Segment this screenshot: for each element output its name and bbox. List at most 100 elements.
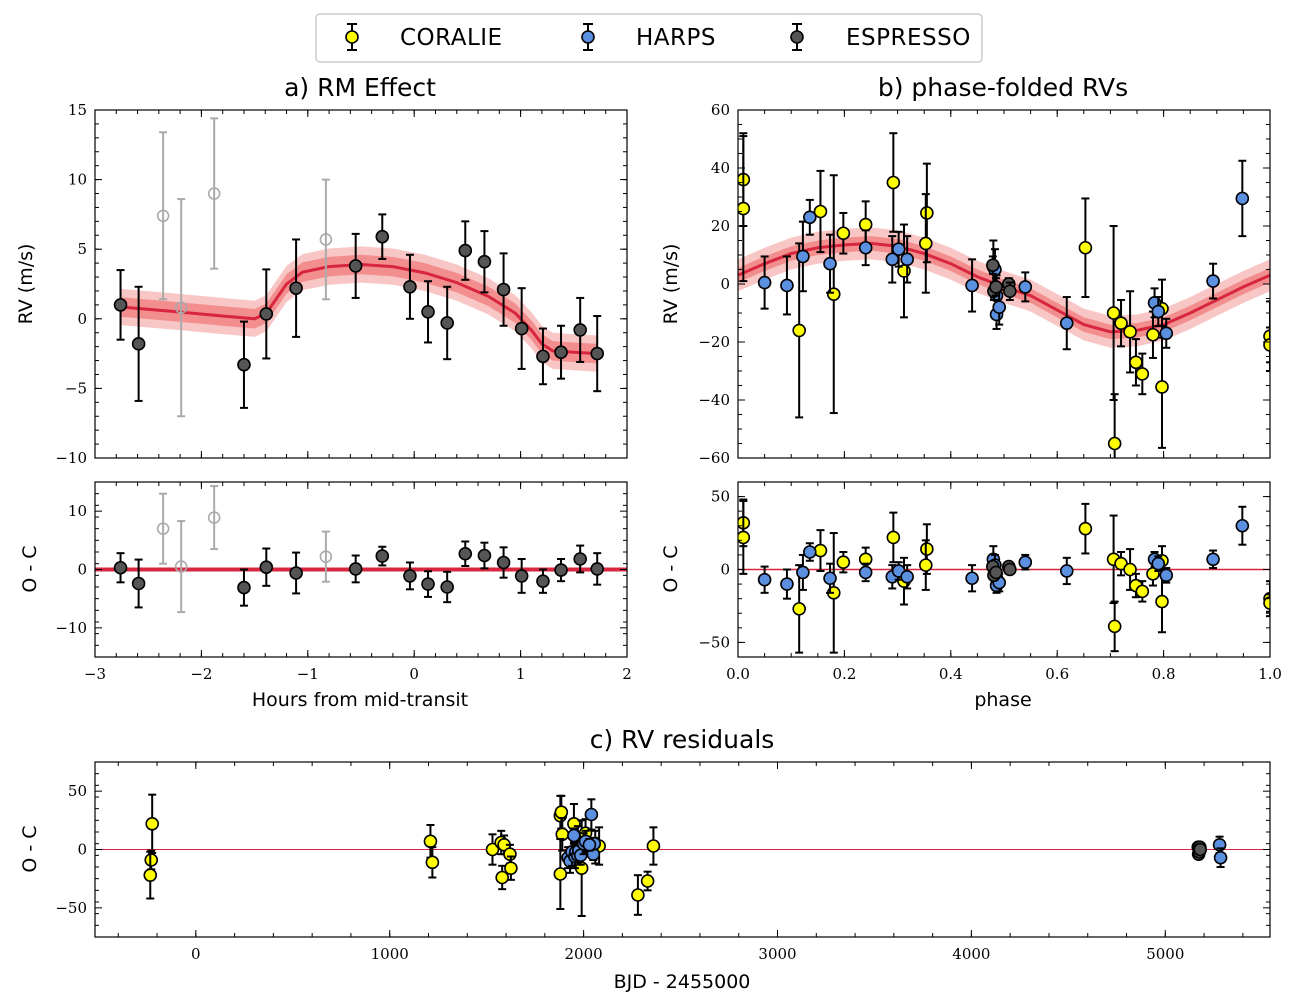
coralie-point (886, 132, 901, 233)
y-tick-label: 0 (77, 310, 87, 328)
espresso-point (590, 315, 605, 393)
harps-point (757, 255, 772, 310)
x-tick-label: 1 (516, 665, 526, 683)
coralie-point (792, 242, 806, 419)
coralie-point (826, 174, 841, 415)
espresso-point (440, 285, 454, 361)
espresso-point (403, 253, 417, 320)
espresso-point (348, 232, 363, 299)
espresso-point (986, 255, 1000, 275)
coralie-point (1135, 352, 1150, 396)
harps-point (1018, 271, 1033, 303)
espresso-point (458, 540, 473, 567)
x-tick-label: 0.4 (939, 665, 963, 683)
plot-area (738, 132, 1270, 458)
title-rm: a) RM Effect (284, 73, 436, 102)
harps-point (1159, 317, 1174, 349)
legend-coralie-marker (345, 23, 359, 51)
coralie-point (504, 855, 518, 881)
coralie-point (145, 793, 159, 854)
excluded-point (207, 117, 221, 270)
excluded-point (174, 520, 188, 614)
y-tick-label: −50 (698, 633, 730, 651)
plot-frame (94, 109, 628, 459)
coralie-point (485, 833, 500, 866)
y-tick-label: −20 (698, 333, 730, 351)
coralie-point (1114, 298, 1128, 348)
harps-point (584, 798, 599, 831)
y-tick-label: −10 (55, 619, 87, 637)
espresso-point (289, 551, 303, 595)
espresso-point (989, 277, 1003, 297)
coralie-point (1106, 225, 1121, 401)
harps-point (1206, 262, 1220, 300)
espresso-point (536, 327, 550, 386)
x-tick-label: 3000 (758, 945, 796, 963)
x-tick-label: −3 (84, 665, 106, 683)
espresso-point (237, 568, 251, 607)
espresso-point (573, 544, 587, 574)
y-tick-label: 15 (68, 101, 87, 119)
harps-point (1206, 549, 1220, 570)
espresso-point (237, 320, 251, 409)
y-tick-label: −40 (698, 391, 730, 409)
harps-point (803, 542, 817, 562)
harps-point (1159, 567, 1174, 584)
coralie-point (738, 499, 751, 575)
harps-point (823, 233, 837, 294)
y-tick-label: −10 (55, 449, 87, 467)
model-line (120, 263, 598, 356)
espresso-point (375, 213, 390, 260)
y-tick-label: 60 (711, 101, 730, 119)
y-tick-label: −60 (698, 449, 730, 467)
y-tick-label: 0 (77, 561, 87, 579)
espresso-point (1003, 281, 1017, 301)
legend-frame (315, 13, 983, 63)
y-tick-label: 40 (711, 159, 730, 177)
coralie-point (918, 193, 933, 294)
harps-point (796, 220, 810, 293)
x-tick-label: 2000 (565, 945, 603, 963)
x-tick-label: −1 (297, 665, 319, 683)
harps-point (1151, 296, 1166, 328)
espresso-point (514, 287, 529, 370)
harps-point (757, 565, 772, 594)
coralie-point (1078, 197, 1093, 299)
coralie-point (631, 874, 645, 916)
y-tick-label: 50 (711, 488, 730, 506)
espresso-point (348, 554, 363, 584)
harps-point (780, 568, 794, 600)
espresso-point (496, 252, 511, 327)
harps-point (803, 198, 817, 236)
espresso-point (113, 552, 128, 584)
y-tick-label: −50 (55, 899, 87, 917)
panel-phase-residuals: −50 0 50 0.0 0.2 0.4 0.6 0.8 1.0 (698, 481, 1282, 683)
ylabel-phase: RV (m/s) (660, 244, 682, 325)
espresso-point (440, 570, 454, 604)
espresso-point (113, 269, 128, 341)
xlabel-bjd: BJD - 2455000 (614, 971, 751, 993)
coralie-point (836, 551, 851, 574)
x-tick-label: 1.0 (1258, 665, 1282, 683)
coralie-point (918, 539, 933, 591)
coralie-point (425, 846, 440, 879)
coralie-point (836, 211, 851, 255)
ylabel-rm-resid: O - C (19, 545, 41, 592)
y-tick-label: 0 (720, 275, 730, 293)
y-tick-label: 0 (720, 561, 730, 579)
harps-point (858, 229, 873, 267)
legend: CORALIE HARPS ESPRESSO (315, 13, 983, 63)
title-phase: b) phase-folded RVs (878, 73, 1128, 102)
y-tick-label: 20 (711, 217, 730, 235)
excluded-point (207, 485, 221, 551)
espresso-point (477, 541, 492, 570)
coralie-point (1263, 593, 1270, 613)
legend-espresso-label: ESPRESSO (846, 25, 971, 51)
title-residuals: c) RV residuals (590, 725, 775, 754)
panel-phase-folded: −60 −40 −20 0 20 40 60 (698, 101, 1271, 467)
harps-point (885, 235, 900, 284)
plot-area (95, 485, 627, 614)
excluded-point (174, 198, 188, 418)
